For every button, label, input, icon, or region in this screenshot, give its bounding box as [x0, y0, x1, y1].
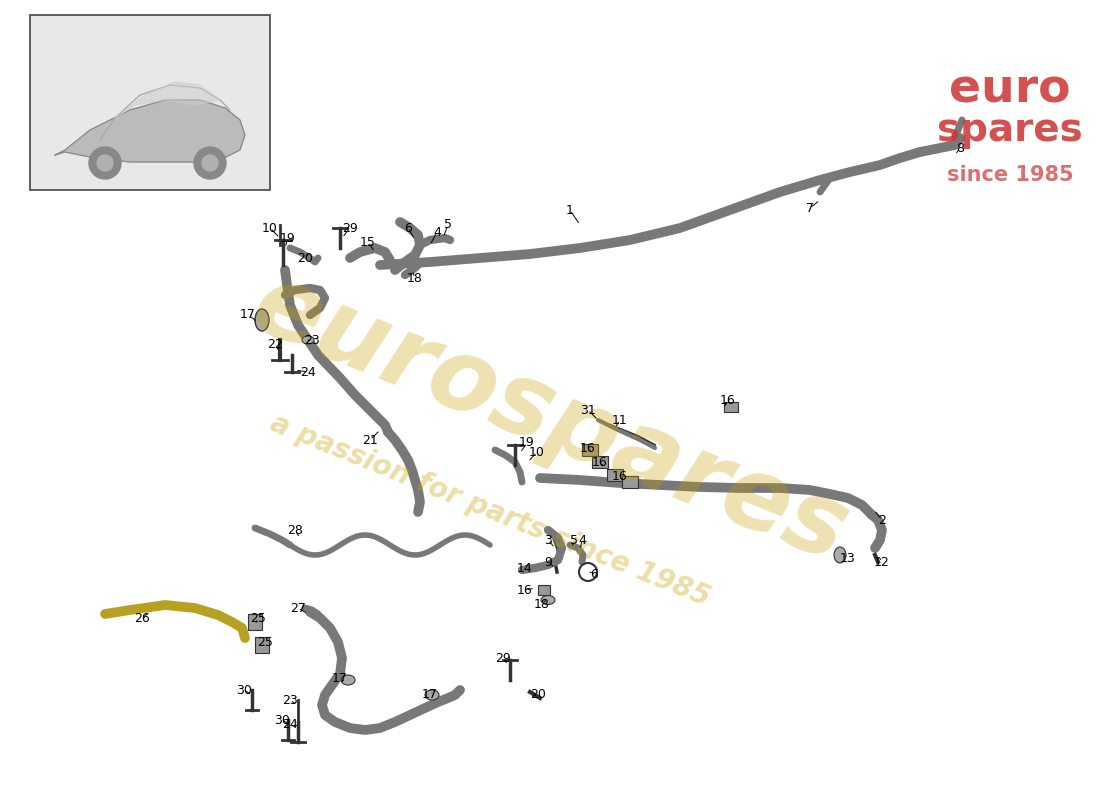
- Text: 20: 20: [297, 251, 312, 265]
- Circle shape: [194, 147, 226, 179]
- Ellipse shape: [302, 336, 313, 344]
- Text: 17: 17: [332, 671, 348, 685]
- Bar: [621, 476, 638, 488]
- Text: 1: 1: [566, 203, 574, 217]
- Text: 29: 29: [342, 222, 358, 234]
- Text: 25: 25: [250, 611, 266, 625]
- Polygon shape: [116, 82, 220, 118]
- Text: 18: 18: [535, 598, 550, 610]
- Text: since 1985: since 1985: [947, 165, 1074, 185]
- Bar: [255, 637, 270, 653]
- Text: 2: 2: [878, 514, 886, 526]
- Bar: [724, 402, 738, 412]
- Text: 19: 19: [519, 437, 535, 450]
- Text: 23: 23: [304, 334, 320, 346]
- Bar: [607, 469, 623, 481]
- Text: 16: 16: [517, 583, 532, 597]
- Text: 11: 11: [612, 414, 628, 426]
- Text: 30: 30: [236, 683, 252, 697]
- Text: 6: 6: [404, 222, 411, 234]
- Text: 22: 22: [267, 338, 283, 351]
- Text: a passion for parts since 1985: a passion for parts since 1985: [266, 409, 714, 611]
- Text: 16: 16: [720, 394, 736, 406]
- Text: 27: 27: [290, 602, 306, 614]
- Bar: [248, 614, 262, 630]
- Text: 4: 4: [579, 534, 586, 546]
- Text: 4: 4: [433, 226, 441, 238]
- Bar: [538, 585, 550, 595]
- Bar: [582, 444, 598, 456]
- Text: 17: 17: [422, 689, 438, 702]
- Text: 6: 6: [590, 567, 598, 581]
- Text: eurospares: eurospares: [239, 257, 861, 583]
- Text: 16: 16: [612, 470, 628, 482]
- Text: 24: 24: [300, 366, 316, 378]
- Text: spares: spares: [937, 111, 1082, 149]
- Text: 24: 24: [282, 718, 298, 730]
- Text: 8: 8: [956, 142, 964, 154]
- Text: 14: 14: [517, 562, 532, 574]
- Text: 23: 23: [282, 694, 298, 706]
- Text: 7: 7: [806, 202, 814, 214]
- Bar: [592, 456, 608, 468]
- Ellipse shape: [341, 675, 355, 685]
- Ellipse shape: [541, 595, 556, 605]
- Circle shape: [97, 155, 113, 171]
- Circle shape: [89, 147, 121, 179]
- Ellipse shape: [425, 690, 439, 700]
- Text: 26: 26: [134, 611, 150, 625]
- Text: 21: 21: [362, 434, 378, 446]
- Circle shape: [202, 155, 218, 171]
- Text: 5: 5: [570, 534, 578, 546]
- Text: 13: 13: [840, 551, 856, 565]
- Text: 3: 3: [544, 534, 552, 546]
- Text: 10: 10: [529, 446, 544, 458]
- Text: 17: 17: [240, 309, 256, 322]
- Text: 19: 19: [280, 231, 296, 245]
- Text: 12: 12: [874, 555, 890, 569]
- Text: 29: 29: [495, 651, 510, 665]
- Text: 5: 5: [444, 218, 452, 231]
- Text: 16: 16: [592, 455, 608, 469]
- Text: 16: 16: [580, 442, 596, 454]
- Text: 30: 30: [274, 714, 290, 726]
- Text: 31: 31: [580, 403, 596, 417]
- Text: 18: 18: [407, 271, 422, 285]
- Bar: [30, 15, 270, 190]
- Text: 28: 28: [287, 523, 303, 537]
- Text: 25: 25: [257, 635, 273, 649]
- Ellipse shape: [255, 309, 270, 331]
- Ellipse shape: [834, 547, 846, 563]
- Polygon shape: [55, 100, 245, 162]
- Text: 10: 10: [262, 222, 278, 234]
- Text: 20: 20: [530, 687, 546, 701]
- Text: 15: 15: [360, 235, 376, 249]
- Text: euro: euro: [949, 67, 1070, 113]
- Text: 9: 9: [544, 555, 552, 569]
